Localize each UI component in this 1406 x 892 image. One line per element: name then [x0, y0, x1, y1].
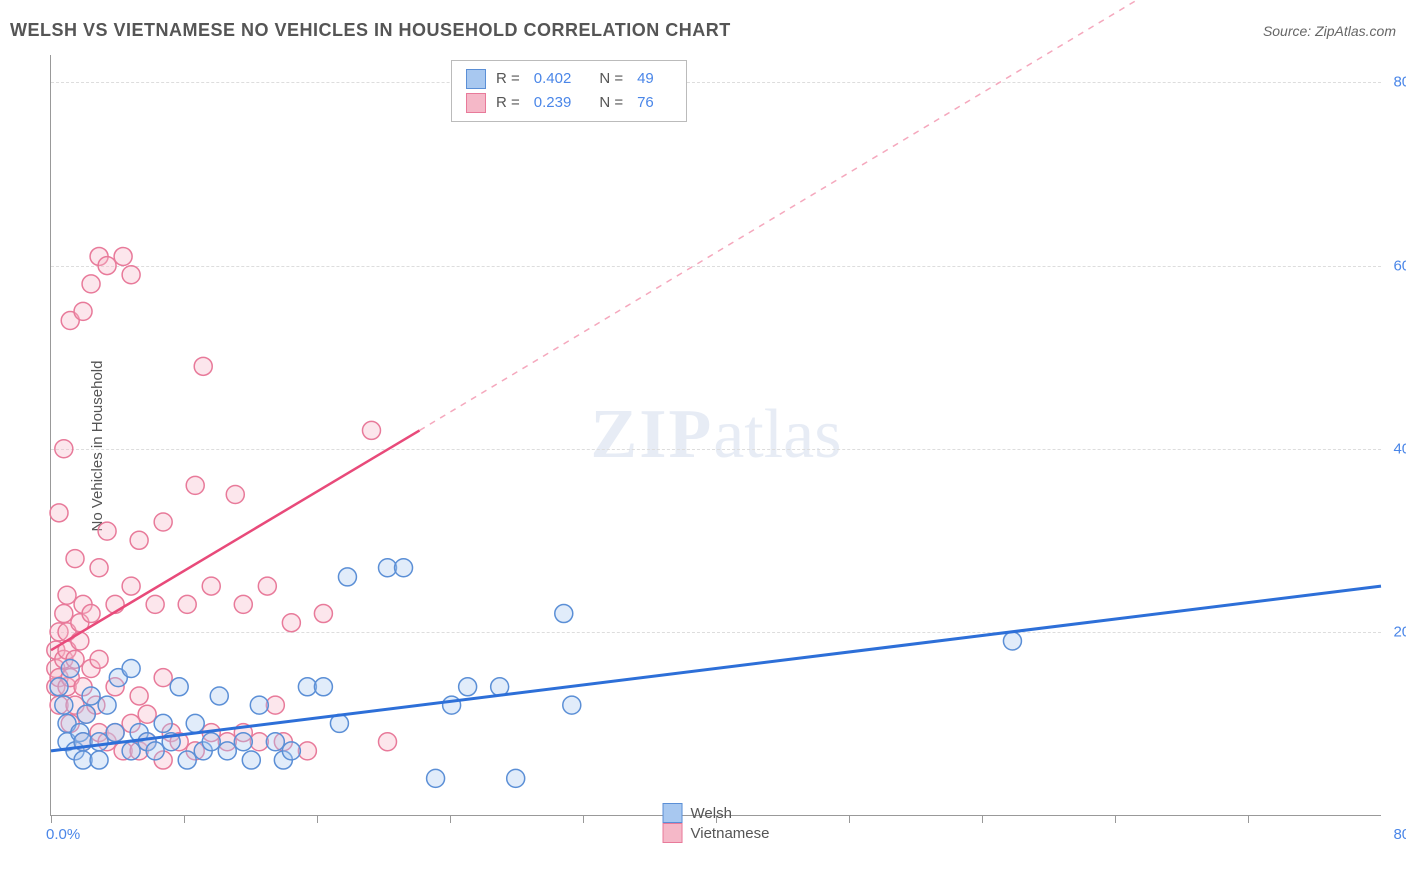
chart-header: WELSH VS VIETNAMESE NO VEHICLES IN HOUSE… — [10, 20, 1396, 41]
x-axis-end-label: 80.0% — [1393, 826, 1406, 843]
data-point — [170, 678, 188, 696]
data-point — [362, 421, 380, 439]
data-point — [258, 577, 276, 595]
chart-plot-area: ZIPatlas R =0.402N =49R =0.239N =76 Wels… — [50, 55, 1381, 816]
series-name: Vietnamese — [691, 825, 770, 842]
y-tick-label: 20.0% — [1393, 623, 1406, 640]
r-value: 0.239 — [534, 91, 572, 115]
y-tick-label: 60.0% — [1393, 257, 1406, 274]
data-point — [218, 742, 236, 760]
data-point — [130, 687, 148, 705]
data-point — [98, 696, 116, 714]
data-point — [282, 614, 300, 632]
data-point — [154, 513, 172, 531]
chart-title: WELSH VS VIETNAMESE NO VEHICLES IN HOUSE… — [10, 20, 731, 41]
data-point — [90, 751, 108, 769]
data-point — [74, 302, 92, 320]
data-point — [314, 605, 332, 623]
y-tick-label: 40.0% — [1393, 440, 1406, 457]
data-point — [379, 733, 397, 751]
data-point — [82, 605, 100, 623]
data-point — [66, 550, 84, 568]
data-point — [395, 559, 413, 577]
data-point — [55, 605, 73, 623]
legend-swatch — [663, 823, 683, 843]
data-point — [563, 696, 581, 714]
data-point — [55, 440, 73, 458]
data-point — [50, 678, 68, 696]
data-point — [50, 504, 68, 522]
data-point — [71, 632, 89, 650]
data-point — [459, 678, 477, 696]
data-point — [282, 742, 300, 760]
data-point — [154, 714, 172, 732]
data-point — [234, 595, 252, 613]
correlation-legend: R = 0.402 N = 49 R = 0.239 N = 76 — [451, 60, 687, 122]
data-point — [266, 733, 284, 751]
data-point — [427, 769, 445, 787]
data-point — [178, 751, 196, 769]
data-point — [1003, 632, 1021, 650]
data-point — [106, 724, 124, 742]
data-point — [122, 266, 140, 284]
legend-swatch — [466, 93, 486, 113]
data-point — [338, 568, 356, 586]
data-point — [130, 531, 148, 549]
data-point — [98, 522, 116, 540]
data-point — [314, 678, 332, 696]
n-value: 76 — [637, 91, 654, 115]
y-tick-label: 80.0% — [1393, 74, 1406, 91]
data-point — [178, 595, 196, 613]
series-legend-item: Vietnamese — [663, 823, 770, 843]
legend-swatch — [466, 69, 486, 89]
series-name: Welsh — [691, 805, 732, 822]
data-point — [555, 605, 573, 623]
data-point — [250, 696, 268, 714]
data-point — [202, 733, 220, 751]
data-point — [122, 742, 140, 760]
series-legend-item: Welsh — [663, 803, 770, 823]
data-point — [58, 586, 76, 604]
x-axis-start-label: 0.0% — [46, 826, 80, 843]
data-point — [226, 486, 244, 504]
n-label: N = — [599, 67, 623, 91]
data-point — [77, 705, 95, 723]
n-label: N = — [599, 91, 623, 115]
r-label: R = — [496, 67, 520, 91]
legend-row: R = 0.239 N = 76 — [466, 91, 672, 115]
data-point — [90, 559, 108, 577]
data-point — [507, 769, 525, 787]
data-point — [55, 696, 73, 714]
chart-source: Source: ZipAtlas.com — [1263, 23, 1396, 39]
data-point — [61, 659, 79, 677]
data-point — [186, 476, 204, 494]
data-point — [82, 687, 100, 705]
data-point — [138, 705, 156, 723]
data-point — [114, 247, 132, 265]
data-point — [90, 733, 108, 751]
data-point — [146, 742, 164, 760]
data-point — [194, 357, 212, 375]
legend-swatch — [663, 803, 683, 823]
series-legend: Welsh Vietnamese — [663, 803, 770, 843]
data-point — [210, 687, 228, 705]
data-point — [202, 577, 220, 595]
data-point — [242, 751, 260, 769]
data-point — [98, 257, 116, 275]
data-point — [154, 669, 172, 687]
r-value: 0.402 — [534, 67, 572, 91]
scatter-svg — [51, 55, 1381, 815]
data-point — [82, 275, 100, 293]
data-point — [234, 733, 252, 751]
data-point — [90, 650, 108, 668]
data-point — [122, 659, 140, 677]
data-point — [186, 714, 204, 732]
r-label: R = — [496, 91, 520, 115]
data-point — [443, 696, 461, 714]
data-point — [122, 577, 140, 595]
n-value: 49 — [637, 67, 654, 91]
data-point — [146, 595, 164, 613]
legend-row: R = 0.402 N = 49 — [466, 67, 672, 91]
